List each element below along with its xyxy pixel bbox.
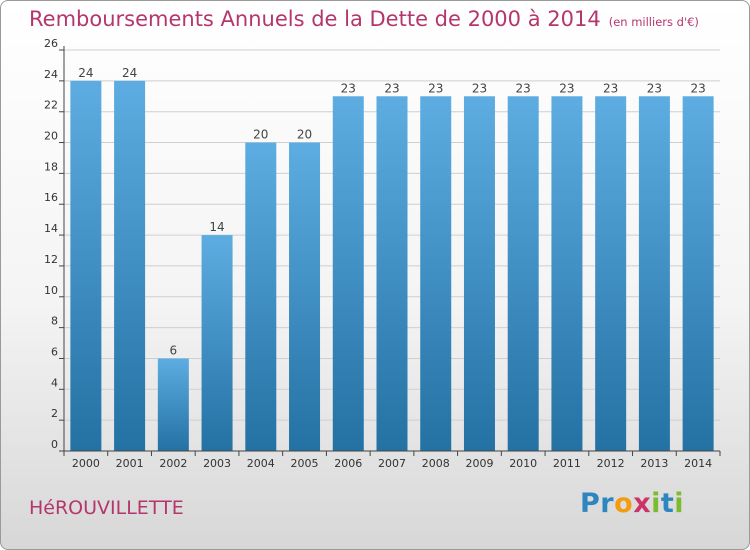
x-tick-label: 2004 (247, 457, 275, 470)
y-tick-label: 10 (44, 284, 58, 297)
data-label: 23 (603, 81, 618, 95)
logo-letter: x (633, 488, 652, 519)
bar-2000 (70, 80, 102, 451)
data-label: 14 (209, 220, 224, 234)
x-tick-label: 2007 (378, 457, 406, 470)
bar-2010 (507, 96, 539, 452)
town-name: HéROUVILLETTE (29, 497, 184, 519)
y-tick-label: 8 (51, 315, 58, 328)
bars (70, 80, 714, 452)
data-label: 6 (170, 343, 178, 357)
bar-2001 (114, 80, 146, 451)
x-tick-label: 2006 (334, 457, 362, 470)
data-label: 20 (297, 128, 312, 142)
y-tick-label: 12 (44, 253, 58, 266)
logo-letter: i (651, 488, 661, 519)
bar-2009 (463, 96, 495, 452)
x-tick-label: 2008 (422, 457, 450, 470)
logo-letter: o (614, 488, 634, 519)
bar-2002 (157, 358, 189, 451)
data-label: 20 (253, 128, 268, 142)
data-label: 24 (122, 66, 137, 80)
bar-2014 (682, 96, 714, 452)
y-tick-label: 4 (51, 376, 58, 389)
x-tick-label: 2009 (465, 457, 493, 470)
x-tick-label: 2014 (684, 457, 712, 470)
unit-note: (en milliers d'€) (608, 15, 699, 29)
bar-2008 (420, 96, 452, 452)
data-labels: 24 24 6 14 20 20 23 23 23 23 23 23 23 23 23 (78, 66, 706, 358)
data-label: 23 (516, 81, 531, 95)
data-label: 23 (647, 81, 662, 95)
data-label: 23 (690, 81, 705, 95)
y-tick-label: 0 (51, 438, 58, 451)
y-tick-label: 26 (44, 37, 58, 50)
data-label: 23 (428, 81, 443, 95)
data-label: 24 (78, 66, 93, 80)
x-tick-label: 2000 (72, 457, 100, 470)
y-tick-label: 22 (44, 99, 58, 112)
x-tick-label: 2005 (291, 457, 319, 470)
bar-2005 (289, 142, 321, 452)
y-tick-label: 18 (44, 160, 58, 173)
bar-2013 (638, 96, 670, 452)
y-tick-label: 2 (51, 407, 58, 420)
y-tick-label: 14 (44, 222, 58, 235)
x-tick-label: 2003 (203, 457, 231, 470)
y-tick-label: 6 (51, 345, 58, 358)
data-label: 23 (384, 81, 399, 95)
data-label: 23 (472, 81, 487, 95)
y-tick-label: 16 (44, 191, 58, 204)
data-label: 23 (341, 81, 356, 95)
data-label: 23 (559, 81, 574, 95)
x-tick-label: 2013 (640, 457, 668, 470)
bar-2007 (376, 96, 408, 452)
x-tick-label: 2012 (597, 457, 625, 470)
x-tick-label: 2010 (509, 457, 537, 470)
logo-letter: t (660, 488, 675, 519)
bar-2006 (332, 96, 364, 452)
bar-2003 (201, 235, 233, 451)
logo-letter: i (674, 488, 685, 519)
logo-letter: P (580, 488, 601, 519)
x-tick-label: 2002 (159, 457, 187, 470)
y-tick-label: 24 (44, 68, 58, 81)
bar-2011 (551, 96, 583, 452)
x-tick-label: 2011 (553, 457, 581, 470)
logo-letter: r (600, 488, 615, 519)
x-tick-label: 2001 (116, 457, 144, 470)
y-tick-label: 20 (44, 130, 58, 143)
bar-2012 (595, 96, 627, 452)
chart-title: Remboursements Annuels de la Dette de 20… (29, 7, 699, 31)
bar-2004 (245, 142, 277, 452)
chart-title-text: Remboursements Annuels de la Dette de 20… (29, 7, 601, 31)
proxiti-logo: Proxiti (580, 488, 684, 519)
